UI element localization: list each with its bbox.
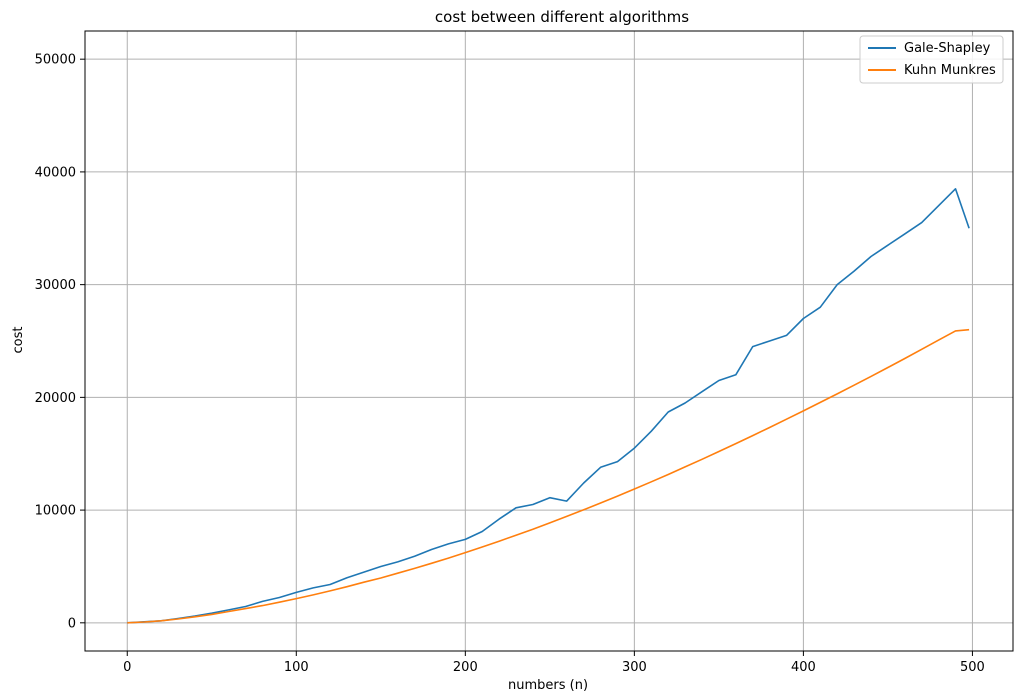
x-tick-label: 200: [453, 660, 478, 675]
x-tick-label: 500: [960, 660, 985, 675]
series-group: [127, 188, 970, 624]
legend: Gale-Shapley Kuhn Munkres: [859, 35, 1004, 84]
y-tick-label: 50000: [35, 53, 76, 68]
x-axis-ticks: 0 100 200 300 400 500: [123, 651, 985, 675]
series-line-kuhn-munkres: [127, 328, 970, 624]
legend-label-kuhn-munkres: Kuhn Munkres: [904, 63, 996, 78]
y-axis-ticks: 0 10000 20000 30000 40000 50000: [35, 53, 85, 631]
x-axis-label: numbers (n): [508, 678, 588, 693]
y-axis-label: cost: [11, 327, 26, 354]
y-tick-label: 20000: [35, 391, 76, 406]
legend-label-gale-shapley: Gale-Shapley: [904, 41, 991, 56]
y-tick-label: 0: [68, 616, 76, 631]
plot-frame: [84, 30, 1014, 652]
x-tick-label: 300: [622, 660, 647, 675]
y-tick-label: 10000: [35, 504, 76, 519]
y-tick-label: 40000: [35, 165, 76, 180]
x-tick-label: 100: [284, 660, 309, 675]
x-tick-label: 0: [123, 660, 131, 675]
grid: [85, 31, 1013, 651]
series-line-gale-shapley: [127, 188, 970, 624]
chart-title: cost between different algorithms: [435, 8, 689, 26]
y-tick-label: 30000: [35, 278, 76, 293]
x-tick-label: 400: [791, 660, 816, 675]
